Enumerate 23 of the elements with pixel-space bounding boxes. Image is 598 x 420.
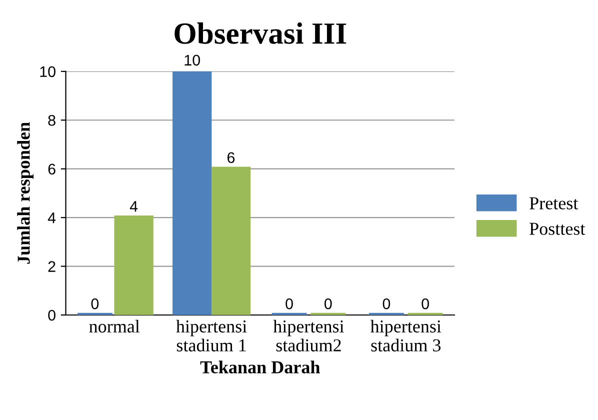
x-tick-label: hipertensi stadium 1 [176,320,247,352]
data-label: 6 [228,152,235,164]
data-label: 0 [91,298,99,310]
legend-label: Pretest [530,197,578,210]
y-tick-label: 4 [48,212,56,224]
data-label: 0 [286,298,293,310]
data-label: 0 [422,298,429,310]
y-tick-label: 0 [48,310,56,321]
data-label: 10 [184,54,200,66]
data-label: 4 [130,201,138,212]
y-tick-label: 8 [48,114,56,126]
y-tick-label: 6 [48,164,56,175]
x-axis-title: Tekanan Darah [200,360,320,374]
y-axis-title: Jumlah responden [17,122,34,264]
data-label: 0 [382,298,390,310]
y-tick-label: 10 [40,66,56,78]
x-tick-label: normal [89,320,140,333]
chart-title: Observasi III [174,22,346,44]
legend-label: Posttest [530,222,586,235]
x-tick-label: hipertensi stadium 3 [370,320,442,352]
data-label: 0 [324,298,332,310]
y-tick-label: 2 [48,261,56,272]
x-tick-label: hipertensi stadium2 [273,320,344,352]
